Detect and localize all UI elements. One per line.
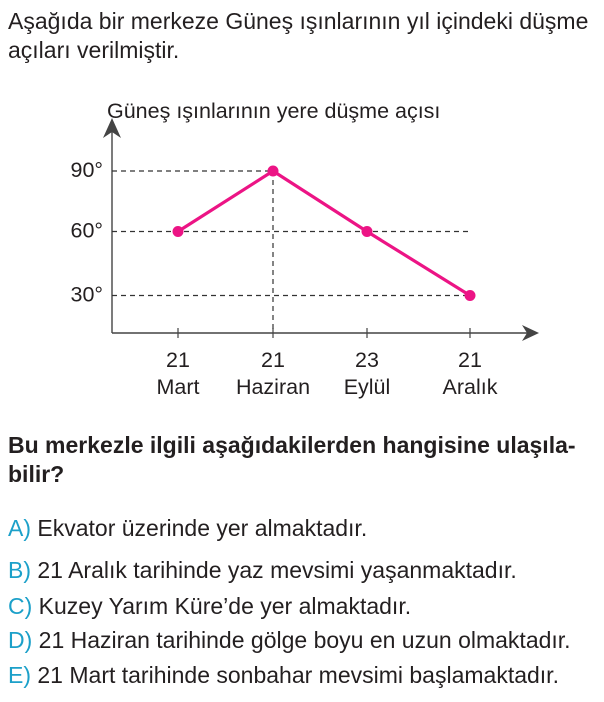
svg-text:30°: 30° [70, 283, 103, 307]
svg-text:60°: 60° [70, 219, 103, 243]
svg-text:Güneş ışınlarının yere düşme a: Güneş ışınlarının yere düşme açısı [107, 99, 440, 123]
svg-text:23: 23 [355, 348, 379, 372]
svg-text:Aralık: Aralık [443, 375, 498, 399]
svg-text:Mart: Mart [157, 375, 200, 399]
svg-text:21: 21 [458, 348, 482, 372]
svg-text:21: 21 [166, 348, 190, 372]
svg-text:Haziran: Haziran [236, 375, 310, 399]
svg-text:Eylül: Eylül [344, 375, 391, 399]
svg-text:21: 21 [261, 348, 285, 372]
svg-text:90°: 90° [70, 158, 103, 182]
